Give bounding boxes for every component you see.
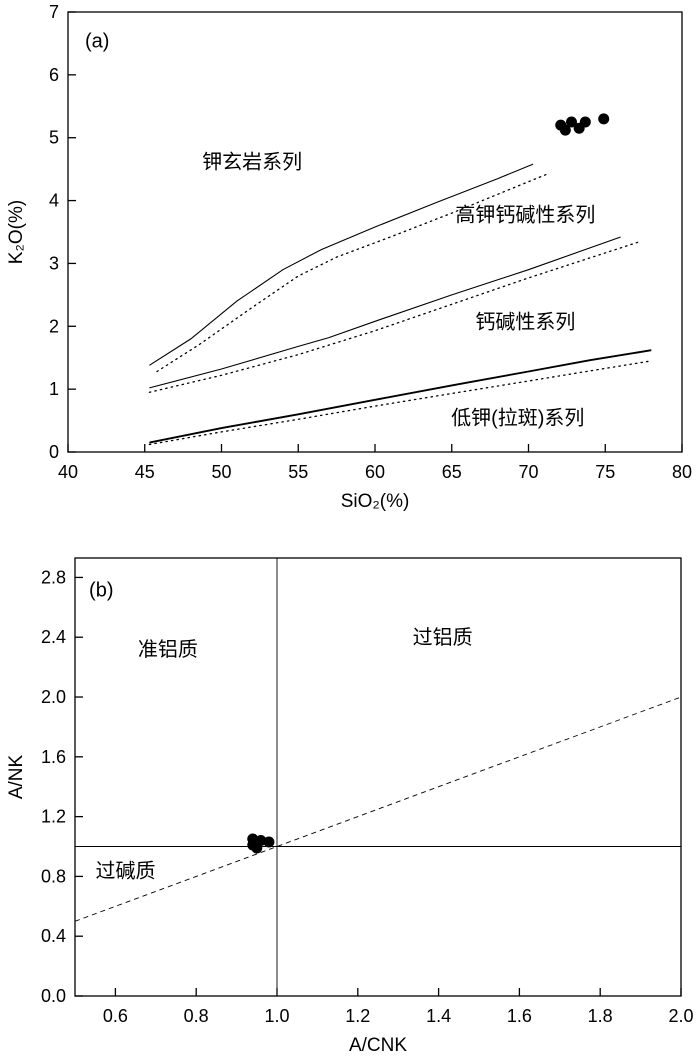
- x-tick-label: 60: [365, 462, 385, 482]
- y-tick-label: 0.0: [41, 986, 66, 1006]
- x-tick-label: 75: [595, 462, 615, 482]
- data-point: [579, 116, 591, 128]
- x-tick-label: 55: [288, 462, 308, 482]
- y-tick-label: 0: [49, 442, 59, 462]
- panel-a-k2o-sio2-chart: 40 45 50 55 60 65 70 75 8001234567SiO₂(%)K₂O(%)钾…: [6, 2, 692, 512]
- panel-label: (b): [89, 579, 113, 601]
- panel-b-ank-acnk-chart: 0.6 0.8 1.0 1.2 1.4 1.6 1.8 2.0 0.0 0.4 0.8 1.2 1.6 2…: [6, 557, 694, 1056]
- y-tick-label: 0.4: [41, 926, 66, 946]
- x-tick-label: 2.0: [668, 1006, 693, 1026]
- y-tick-label: 3: [49, 253, 59, 273]
- shoshonite-highK-solid: [149, 163, 534, 366]
- calcalkaline-lowK-dotted: [148, 360, 652, 446]
- y-axis-label: A/NK: [6, 755, 27, 800]
- x-tick-label: 40: [58, 462, 78, 482]
- plot-frame: [74, 557, 682, 997]
- x-axis-label: A/CNK: [349, 1035, 407, 1056]
- y-tick-label: 1.6: [41, 747, 66, 767]
- region-label: 过碱质: [96, 859, 156, 882]
- x-tick-label: 1.2: [345, 1006, 370, 1026]
- y-tick-label: 2.0: [41, 687, 66, 707]
- region-label: 钾玄岩系列: [202, 151, 302, 174]
- shoshonite-highK-dotted: [156, 173, 548, 373]
- y-tick-label: 2.8: [41, 567, 66, 587]
- x-tick-label: 0.8: [184, 1006, 209, 1026]
- x-tick-label: 1.6: [507, 1006, 532, 1026]
- x-tick-label: 70: [518, 462, 538, 482]
- data-point: [263, 836, 275, 848]
- y-tick-label: 4: [49, 191, 59, 211]
- highK-calcalkaline-solid: [149, 236, 621, 389]
- y-tick-label: 0.8: [41, 866, 66, 886]
- region-label: 高钾钙碱性系列: [455, 203, 595, 226]
- region-label: 过铝质: [413, 626, 473, 649]
- y-axis-label: K₂O(%): [6, 200, 27, 264]
- y-tick-label: 1: [49, 379, 59, 399]
- x-tick-label: 1.8: [588, 1006, 613, 1026]
- x-tick-label: 0.6: [103, 1006, 128, 1026]
- region-label: 低钾(拉斑)系列: [451, 406, 584, 429]
- x-tick-label: 1.4: [426, 1006, 451, 1026]
- data-point: [565, 116, 577, 128]
- x-tick-label: 1.0: [264, 1006, 289, 1026]
- one-to-one-line: [74, 696, 682, 922]
- y-tick-label: 2: [49, 316, 59, 336]
- panel-label: (a): [85, 30, 109, 52]
- y-tick-label: 7: [49, 2, 59, 22]
- y-tick-label: 6: [49, 65, 59, 85]
- x-tick-label: 50: [211, 462, 231, 482]
- region-label: 准铝质: [138, 638, 198, 661]
- x-tick-label: 80: [672, 462, 692, 482]
- data-point: [598, 113, 610, 125]
- data-point: [559, 124, 571, 136]
- y-tick-label: 2.4: [41, 627, 66, 647]
- x-axis-label: SiO₂(%): [341, 491, 410, 512]
- region-label: 钙碱性系列: [475, 310, 575, 333]
- highK-calcalkaline-dotted: [148, 240, 642, 393]
- plot-frame: [67, 11, 683, 453]
- x-tick-label: 45: [135, 462, 155, 482]
- y-tick-label: 5: [49, 128, 59, 148]
- y-tick-label: 1.2: [41, 807, 66, 827]
- x-tick-label: 65: [442, 462, 462, 482]
- calcalkaline-lowK-solid: [149, 349, 652, 444]
